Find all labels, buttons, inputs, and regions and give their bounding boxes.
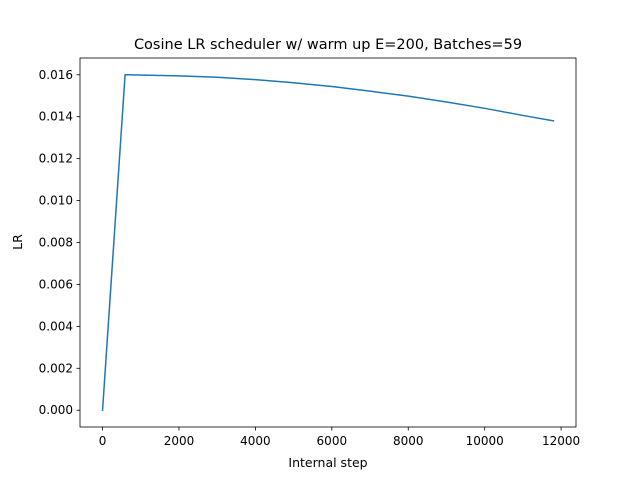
y-tick-label: 0.002 (39, 361, 73, 375)
x-tick-label: 12000 (542, 434, 580, 448)
x-tick-label: 2000 (164, 434, 195, 448)
y-tick-label: 0.006 (39, 277, 73, 291)
chart-title: Cosine LR scheduler w/ warm up E=200, Ba… (134, 37, 522, 53)
plot-area: 0 2000 4000 6000 8000 10000 12000 0.000 0.002 0.0… (39, 57, 580, 448)
x-axis-label: Internal step (288, 455, 367, 470)
y-tick-label: 0.016 (39, 68, 73, 82)
y-axis-label: LR (10, 234, 25, 250)
y-tick-label: 0.004 (39, 319, 73, 333)
y-tick-label: 0.008 (39, 236, 73, 250)
x-tick-label: 0 (99, 434, 107, 448)
y-tick-label: 0.000 (39, 403, 73, 417)
y-tick-label: 0.010 (39, 194, 73, 208)
x-tick-label: 10000 (466, 434, 504, 448)
series-line-0 (101, 74, 555, 412)
y-tick-label: 0.012 (39, 152, 73, 166)
x-tick-label: 4000 (240, 434, 271, 448)
x-tick-label: 6000 (317, 434, 348, 448)
x-tick-label: 8000 (393, 434, 424, 448)
y-tick-label: 0.014 (39, 110, 73, 124)
